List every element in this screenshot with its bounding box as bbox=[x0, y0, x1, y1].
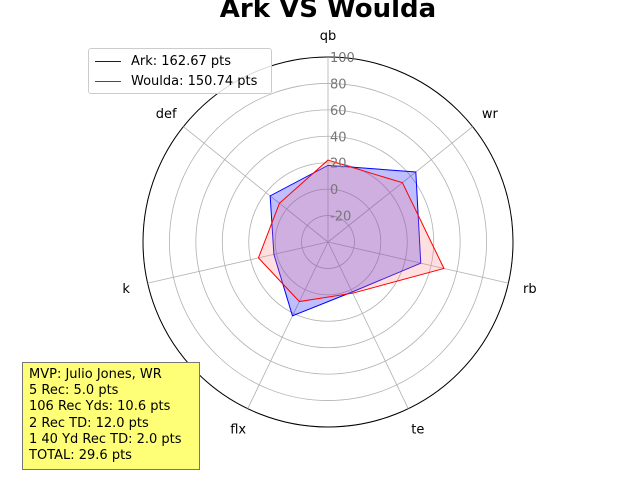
grid-spoke bbox=[183, 126, 329, 243]
mvp-line: 2 Rec TD: 12.0 pts bbox=[29, 415, 149, 431]
radial-tick-label: 0 bbox=[330, 183, 338, 198]
grid-spoke bbox=[327, 241, 509, 284]
radial-tick-label: 60 bbox=[330, 104, 347, 119]
grid-spoke bbox=[327, 126, 473, 243]
mvp-annotation-box: MVP: Julio Jones, WR 5 Rec: 5.0 pts 106 … bbox=[22, 362, 200, 470]
series-fill-0 bbox=[270, 165, 421, 316]
axis-label: flx bbox=[230, 423, 246, 438]
series-line-1 bbox=[257, 159, 445, 303]
legend: Ark: 162.67 pts Woulda: 150.74 pts bbox=[88, 48, 272, 94]
mvp-line: TOTAL: 29.6 pts bbox=[29, 448, 132, 464]
grid-spoke bbox=[247, 241, 329, 409]
series-fill-1 bbox=[258, 160, 444, 302]
chart-title: Ark VS Woulda bbox=[219, 0, 437, 24]
axis-label: k bbox=[122, 282, 130, 297]
legend-item-ark: Ark: 162.67 pts bbox=[95, 52, 231, 70]
legend-label-woulda: Woulda: 150.74 pts bbox=[131, 73, 258, 89]
axis-label: wr bbox=[482, 107, 499, 122]
mvp-line: 1 40 Yd Rec TD: 2.0 pts bbox=[29, 431, 182, 447]
mvp-line: MVP: Julio Jones, WR bbox=[29, 367, 162, 382]
legend-label-ark: Ark: 162.67 pts bbox=[131, 53, 232, 69]
radial-tick-label: 40 bbox=[330, 130, 347, 145]
series-line-0 bbox=[269, 164, 422, 317]
radial-tick-label: -20 bbox=[330, 210, 351, 225]
mvp-line: 5 Rec: 5.0 pts bbox=[29, 383, 119, 399]
legend-swatch-ark bbox=[95, 60, 121, 62]
legend-item-woulda: Woulda: 150.74 pts bbox=[95, 72, 257, 90]
mvp-line: 106 Rec Yds: 10.6 pts bbox=[29, 399, 171, 415]
axis-label: qb bbox=[320, 29, 337, 44]
grid-spoke bbox=[327, 241, 409, 409]
grid-spoke bbox=[147, 241, 329, 284]
radial-tick-label: 100 bbox=[330, 51, 355, 66]
radial-tick-label: 80 bbox=[330, 77, 347, 92]
axis-label: rb bbox=[523, 282, 537, 297]
legend-swatch-woulda bbox=[95, 80, 121, 82]
axis-label: te bbox=[411, 423, 424, 438]
axis-label: def bbox=[156, 107, 177, 122]
radial-tick-label: 20 bbox=[330, 157, 347, 172]
